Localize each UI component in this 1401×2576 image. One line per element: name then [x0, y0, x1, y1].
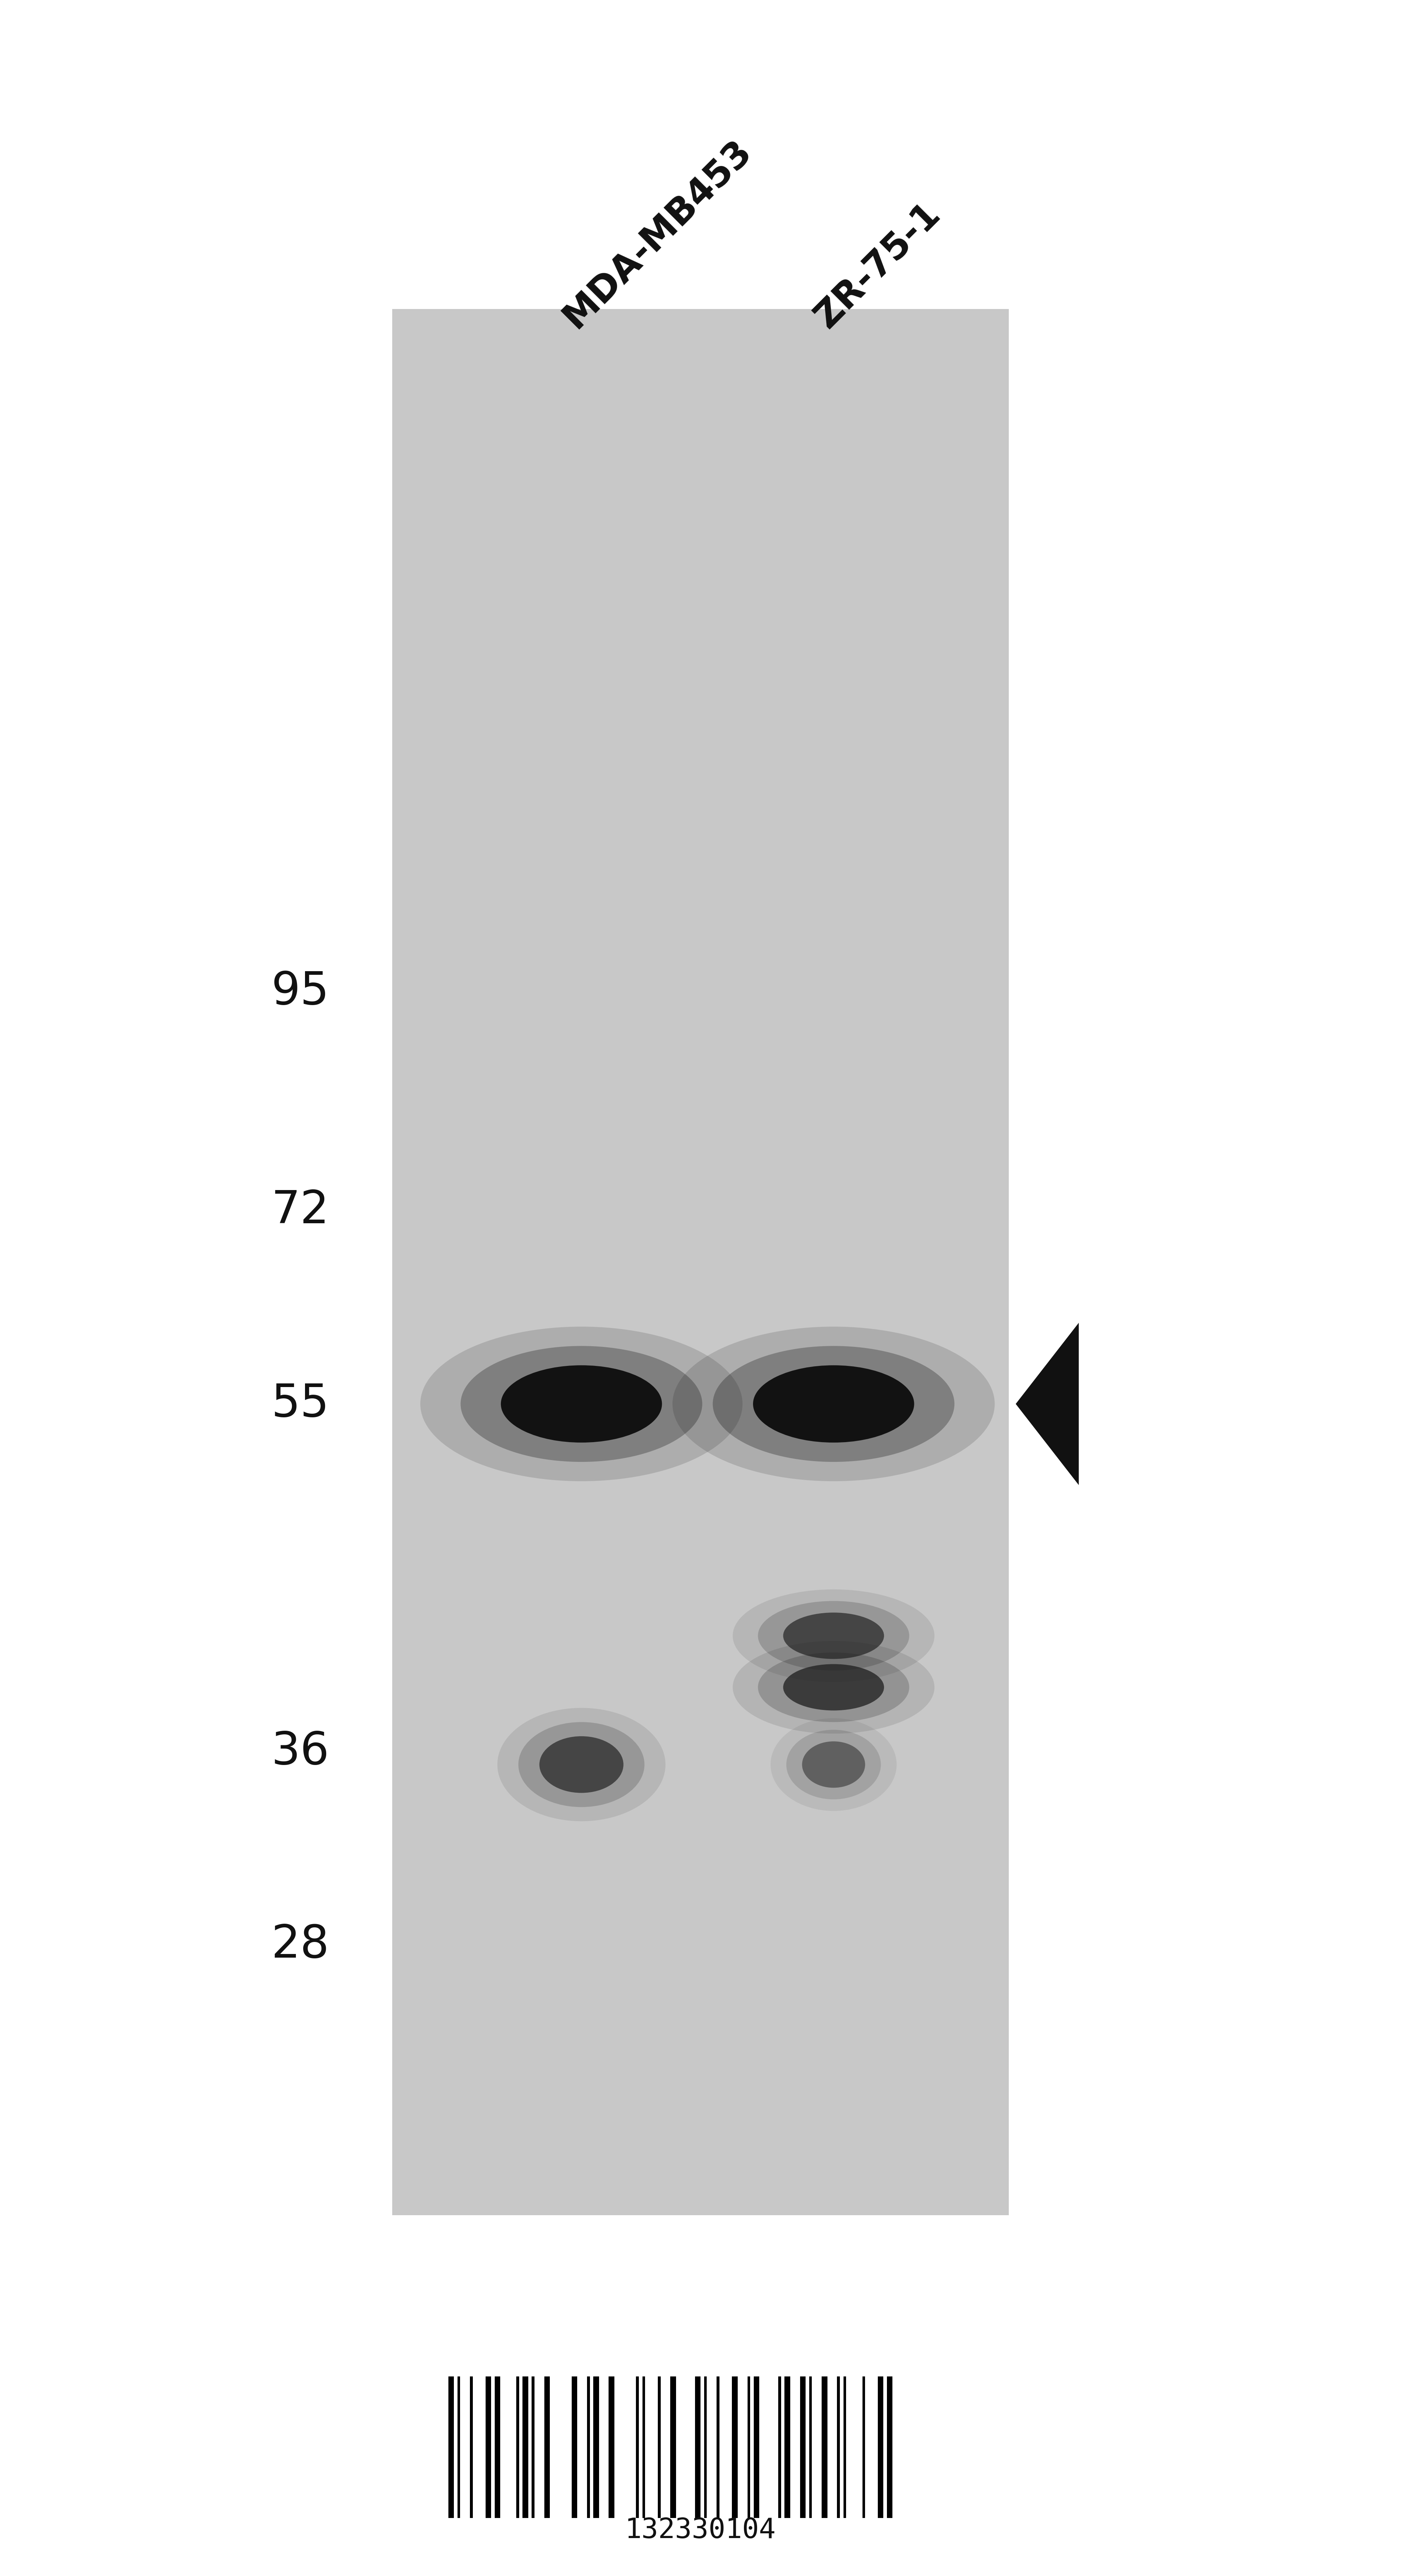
Ellipse shape	[733, 1641, 934, 1734]
Bar	[523, 2375, 528, 2519]
Text: 95: 95	[272, 969, 329, 1015]
Ellipse shape	[518, 1723, 644, 1808]
Text: 132330104: 132330104	[625, 2517, 776, 2543]
Bar	[717, 2375, 720, 2519]
Text: MDA-MB453: MDA-MB453	[556, 134, 758, 335]
Bar	[785, 2375, 790, 2519]
Text: ZR-75-1: ZR-75-1	[808, 196, 947, 335]
Bar	[572, 2375, 577, 2519]
Ellipse shape	[461, 1347, 702, 1463]
Bar	[448, 2375, 454, 2519]
Polygon shape	[1016, 1324, 1079, 1484]
Bar	[643, 2375, 646, 2519]
Bar	[862, 2375, 864, 2519]
Bar	[754, 2375, 759, 2519]
Bar	[821, 2375, 827, 2519]
Ellipse shape	[672, 1327, 995, 1481]
Ellipse shape	[783, 1613, 884, 1659]
Bar	[471, 2375, 474, 2519]
Bar	[658, 2375, 661, 2519]
Bar	[800, 2375, 806, 2519]
Bar	[544, 2375, 551, 2519]
Ellipse shape	[758, 1602, 909, 1672]
Ellipse shape	[497, 1708, 665, 1821]
Ellipse shape	[502, 1365, 661, 1443]
Bar	[594, 2375, 600, 2519]
FancyBboxPatch shape	[392, 309, 1009, 2215]
Ellipse shape	[801, 1741, 864, 1788]
Ellipse shape	[420, 1327, 743, 1481]
Bar	[636, 2375, 639, 2519]
Bar	[671, 2375, 677, 2519]
Bar	[486, 2375, 492, 2519]
Ellipse shape	[539, 1736, 623, 1793]
Bar	[747, 2375, 750, 2519]
Bar	[457, 2375, 460, 2519]
Ellipse shape	[758, 1654, 909, 1723]
Bar	[517, 2375, 520, 2519]
Text: 72: 72	[272, 1188, 329, 1234]
Text: 36: 36	[272, 1728, 329, 1775]
Ellipse shape	[786, 1731, 881, 1801]
Ellipse shape	[771, 1718, 897, 1811]
Ellipse shape	[783, 1664, 884, 1710]
Bar	[877, 2375, 883, 2519]
Bar	[808, 2375, 811, 2519]
Ellipse shape	[752, 1365, 915, 1443]
Bar	[843, 2375, 846, 2519]
Bar	[587, 2375, 590, 2519]
Bar	[731, 2375, 737, 2519]
Bar	[609, 2375, 615, 2519]
Text: 55: 55	[272, 1381, 329, 1427]
Text: 28: 28	[272, 1922, 329, 1968]
Bar	[778, 2375, 780, 2519]
Ellipse shape	[733, 1589, 934, 1682]
Bar	[695, 2375, 700, 2519]
Bar	[836, 2375, 839, 2519]
Bar	[705, 2375, 708, 2519]
Ellipse shape	[713, 1347, 954, 1463]
Bar	[495, 2375, 500, 2519]
Bar	[887, 2375, 892, 2519]
Bar	[532, 2375, 535, 2519]
